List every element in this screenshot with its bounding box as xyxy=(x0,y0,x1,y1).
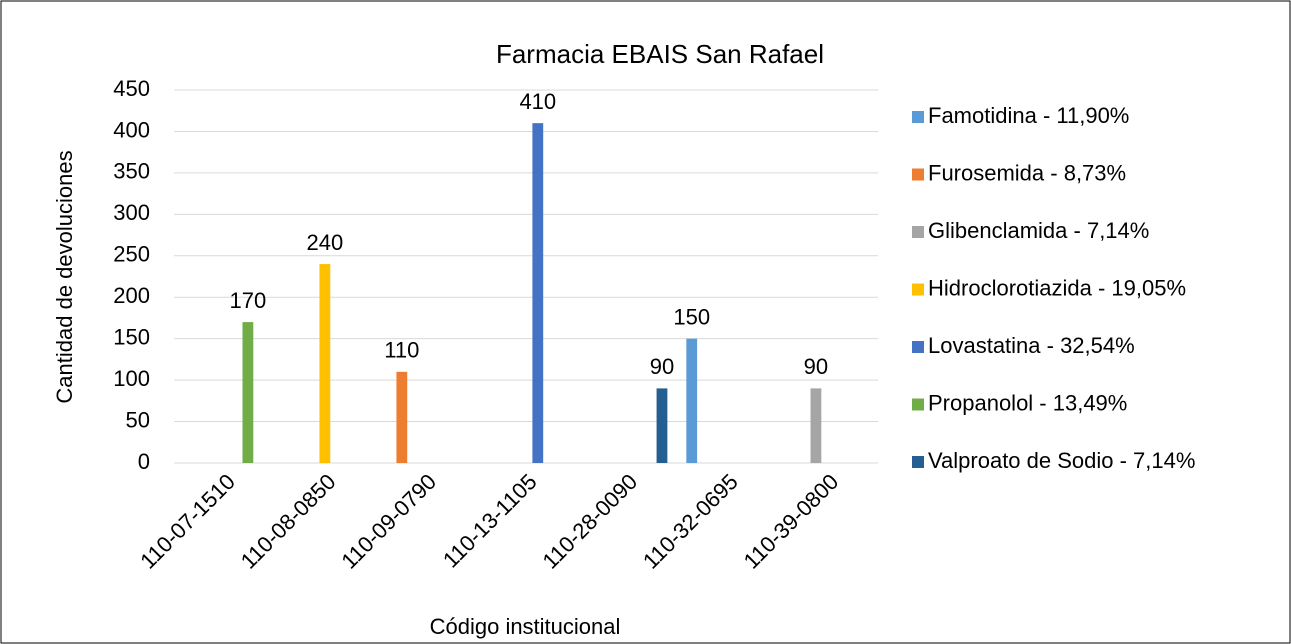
chart-title: Farmacia EBAIS San Rafael xyxy=(496,39,824,69)
legend-label: Famotidina - 11,90% xyxy=(928,103,1129,128)
legend-swatch xyxy=(912,226,924,238)
legend-swatch xyxy=(912,111,924,123)
legend-label: Glibenclamida - 7,14% xyxy=(928,218,1149,243)
x-axis-title: Código institucional xyxy=(430,614,621,639)
y-tick-label: 300 xyxy=(113,200,150,225)
legend-swatch xyxy=(912,456,924,468)
legend-label: Lovastatina - 32,54% xyxy=(928,333,1135,358)
legend-label: Valproato de Sodio - 7,14% xyxy=(928,448,1195,473)
legend-swatch xyxy=(912,283,924,296)
legend-swatch xyxy=(912,398,924,411)
y-tick-label: 250 xyxy=(113,242,150,267)
bar xyxy=(656,388,668,463)
y-axis-title: Cantidad de devoluciones xyxy=(52,150,77,403)
data-label: 90 xyxy=(804,354,828,379)
data-label: 170 xyxy=(230,288,267,313)
bar xyxy=(532,123,544,464)
bar xyxy=(242,322,254,463)
y-tick-label: 200 xyxy=(113,283,150,308)
legend-label: Hidroclorotiazida - 19,05% xyxy=(928,275,1186,300)
data-label: 110 xyxy=(384,338,419,363)
legend-label: Propanolol - 13,49% xyxy=(928,390,1127,415)
y-tick-label: 150 xyxy=(113,324,150,349)
y-tick-label: 100 xyxy=(113,366,150,391)
data-label: 150 xyxy=(673,304,710,329)
data-label: 410 xyxy=(519,89,556,114)
y-tick-label: 350 xyxy=(113,159,150,184)
y-tick-label: 0 xyxy=(138,449,150,474)
bar xyxy=(810,388,822,463)
bar xyxy=(396,371,408,463)
y-tick-label: 400 xyxy=(113,117,150,142)
bar xyxy=(686,338,698,463)
data-label: 90 xyxy=(650,354,674,379)
y-tick-label: 450 xyxy=(113,76,150,101)
y-tick-label: 50 xyxy=(126,407,150,432)
legend-label: Furosemida - 8,73% xyxy=(928,160,1126,185)
bar xyxy=(319,264,331,463)
data-label: 240 xyxy=(306,230,343,255)
legend-swatch xyxy=(912,168,924,181)
legend-swatch xyxy=(912,341,924,353)
